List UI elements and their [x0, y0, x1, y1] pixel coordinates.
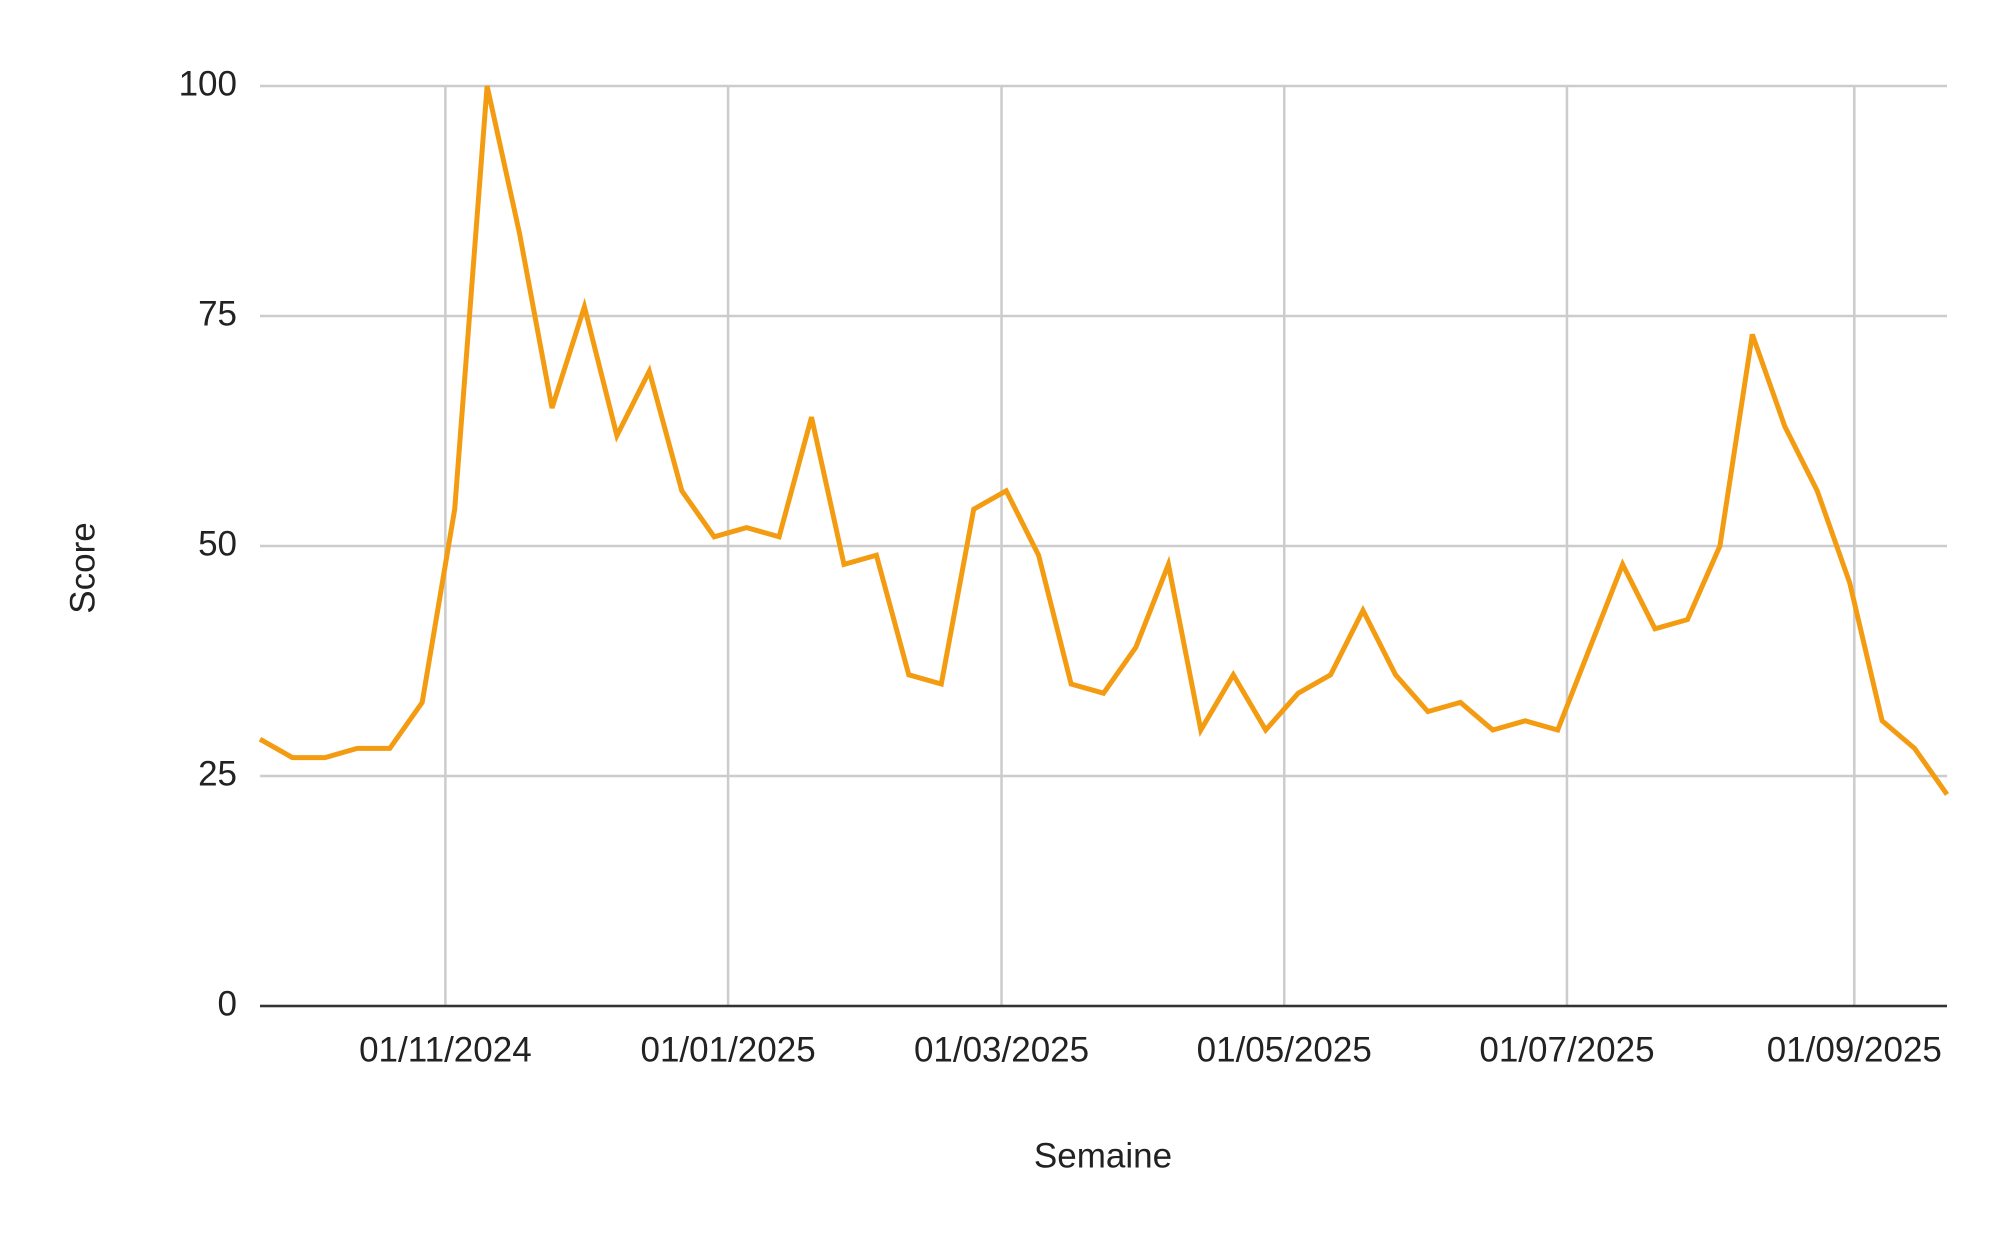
x-tick-label: 01/03/2025 — [914, 1030, 1089, 1069]
y-tick-label: 75 — [198, 294, 237, 333]
y-tick-label: 25 — [198, 754, 237, 793]
x-tick-label: 01/09/2025 — [1767, 1030, 1942, 1069]
x-tick-label: 01/07/2025 — [1479, 1030, 1654, 1069]
x-tick-label: 01/05/2025 — [1197, 1030, 1372, 1069]
x-axis-title: Semaine — [1034, 1136, 1172, 1175]
y-tick-label: 100 — [179, 64, 237, 103]
y-tick-label: 50 — [198, 524, 237, 563]
x-tick-label: 01/11/2024 — [359, 1030, 532, 1069]
x-tick-label: 01/01/2025 — [641, 1030, 816, 1069]
line-series — [258, 85, 1950, 796]
y-axis-title: Score — [63, 522, 102, 613]
y-tick-label: 0 — [218, 984, 237, 1023]
